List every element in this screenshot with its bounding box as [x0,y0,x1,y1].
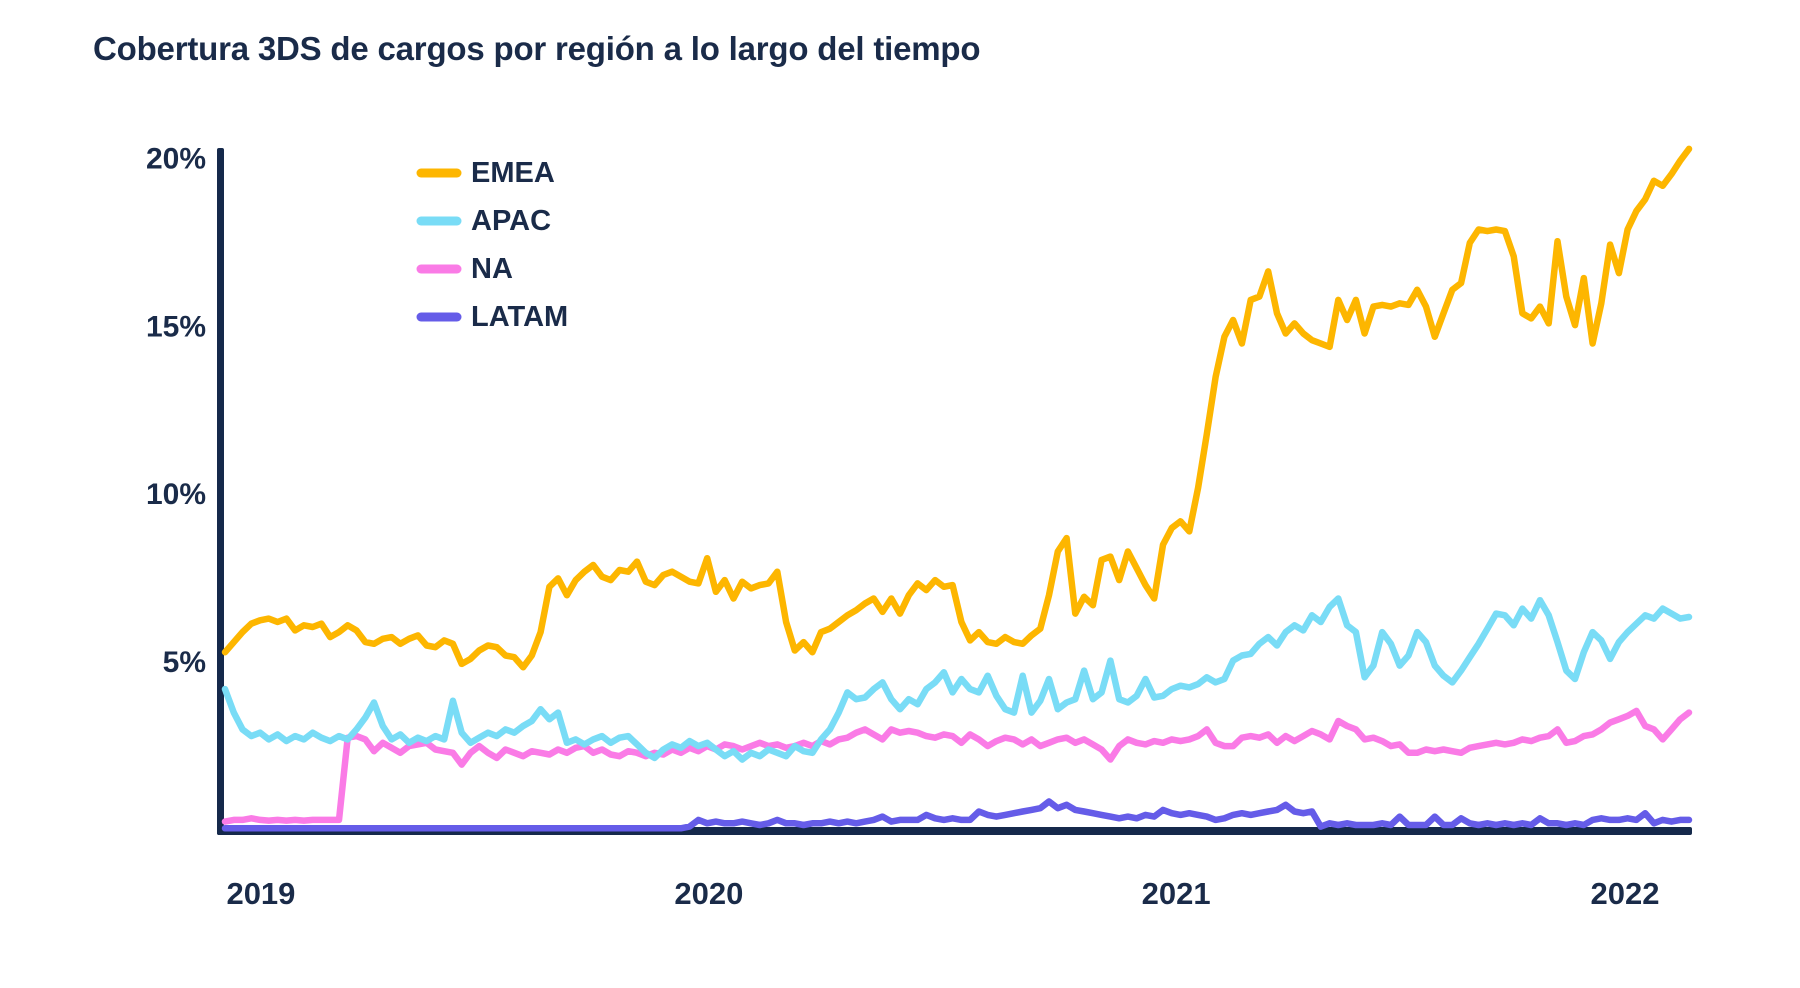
y-tick-label: 20% [146,143,206,176]
page-title: Cobertura 3DS de cargos por región a lo … [93,30,981,67]
y-tick-label: 10% [146,478,206,511]
series-line-apac [221,595,1693,763]
x-tick-label: 2022 [1591,876,1660,911]
legend-label-apac: APAC [471,205,551,237]
legend-label-na: NA [471,253,513,285]
legend-label-emea: EMEA [471,157,555,189]
series-line-latam [221,798,1693,832]
x-tick-label: 2019 [226,876,295,911]
series-line-emea [221,145,1693,671]
legend-label-latam: LATAM [471,301,568,333]
y-tick-label: 5% [163,646,206,679]
x-tick-label: 2021 [1142,876,1211,911]
x-tick-label: 2020 [674,876,743,911]
series-line-na [221,707,1693,825]
y-axis-line [217,148,224,835]
y-tick-label: 15% [146,310,206,343]
